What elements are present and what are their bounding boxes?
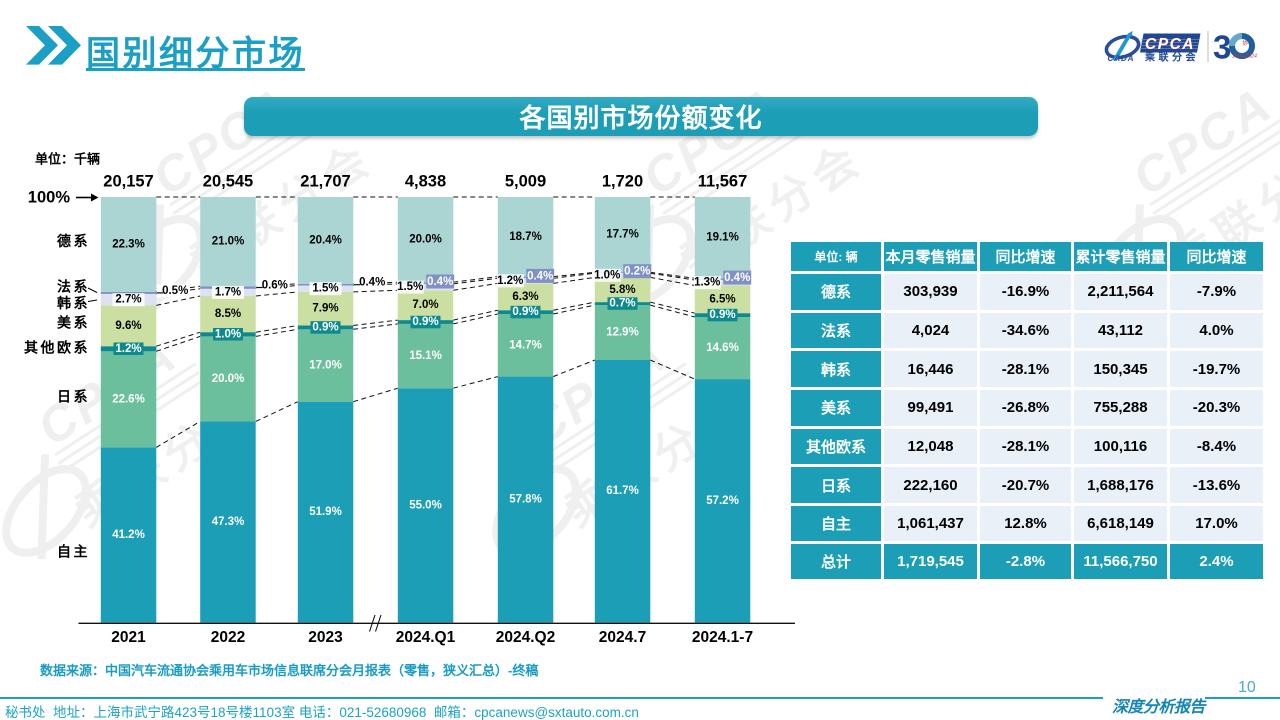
svg-text:20,157: 20,157 xyxy=(103,173,153,191)
svg-text:8.5%: 8.5% xyxy=(215,308,241,320)
svg-text:法系: 法系 xyxy=(57,279,90,295)
svg-text:2021: 2021 xyxy=(111,629,146,646)
svg-text:20,545: 20,545 xyxy=(203,173,253,191)
svg-text:6.5%: 6.5% xyxy=(709,293,735,305)
svg-text:日系: 日系 xyxy=(57,389,90,405)
svg-text:14.7%: 14.7% xyxy=(509,339,542,351)
svg-text:1994-2024: 1994-2024 xyxy=(1232,54,1257,60)
svg-text:0.9%: 0.9% xyxy=(512,306,538,318)
svg-text:协: 协 xyxy=(1242,39,1248,47)
svg-text:1.5%: 1.5% xyxy=(312,283,338,295)
svg-text:1.2%: 1.2% xyxy=(497,275,523,287)
svg-text:21.0%: 21.0% xyxy=(212,236,245,248)
svg-text:0.5%: 0.5% xyxy=(162,285,188,297)
svg-text:14.6%: 14.6% xyxy=(706,342,739,354)
svg-text:9.6%: 9.6% xyxy=(115,320,141,332)
svg-text:19.1%: 19.1% xyxy=(706,232,739,244)
svg-text:0.9%: 0.9% xyxy=(709,309,735,321)
svg-text:5.8%: 5.8% xyxy=(609,284,635,296)
svg-text:2024.Q2: 2024.Q2 xyxy=(496,629,555,646)
svg-text:21,707: 21,707 xyxy=(300,173,350,191)
svg-text:1.7%: 1.7% xyxy=(215,286,241,298)
svg-text:7.9%: 7.9% xyxy=(312,303,338,315)
svg-text:41.2%: 41.2% xyxy=(112,529,145,541)
svg-text:20.0%: 20.0% xyxy=(212,373,245,385)
svg-text:1,720: 1,720 xyxy=(602,173,643,191)
svg-text:6.3%: 6.3% xyxy=(512,291,538,303)
svg-text:2022: 2022 xyxy=(211,629,245,646)
svg-text:2024.1-7: 2024.1-7 xyxy=(692,629,753,646)
svg-text:0.4%: 0.4% xyxy=(427,276,453,288)
svg-text:55.0%: 55.0% xyxy=(409,499,442,511)
svg-text:47.3%: 47.3% xyxy=(212,516,245,528)
svg-text:51.9%: 51.9% xyxy=(309,506,342,518)
svg-text:乘联分会: 乘联分会 xyxy=(1144,51,1199,64)
svg-text:18.7%: 18.7% xyxy=(509,231,542,243)
svg-text:15.1%: 15.1% xyxy=(409,350,442,362)
svg-text:22.6%: 22.6% xyxy=(112,393,145,405)
svg-text:1.5%: 1.5% xyxy=(397,281,423,293)
svg-text:0.7%: 0.7% xyxy=(609,298,635,310)
svg-text:20.0%: 20.0% xyxy=(409,234,442,246)
svg-text:CPCA: CPCA xyxy=(1145,36,1195,53)
svg-text:韩系: 韩系 xyxy=(57,295,90,311)
svg-text:5,009: 5,009 xyxy=(505,173,546,191)
svg-text:20.4%: 20.4% xyxy=(309,234,342,246)
svg-text:4,838: 4,838 xyxy=(405,173,446,191)
svg-text:57.2%: 57.2% xyxy=(706,495,739,507)
svg-text:CADA: CADA xyxy=(1107,54,1134,63)
svg-text:1.2%: 1.2% xyxy=(115,343,141,355)
svg-text:美系: 美系 xyxy=(57,315,90,331)
svg-text:其他欧系: 其他欧系 xyxy=(24,340,90,356)
svg-text:德系: 德系 xyxy=(57,233,90,249)
svg-text:单位：千辆: 单位：千辆 xyxy=(35,152,100,167)
svg-text:17.0%: 17.0% xyxy=(309,360,342,372)
svg-text:1.0%: 1.0% xyxy=(215,328,241,340)
svg-text:11,567: 11,567 xyxy=(698,173,748,191)
svg-text:0.6%: 0.6% xyxy=(262,280,288,292)
svg-text:0.4%: 0.4% xyxy=(527,270,553,282)
svg-text:17.7%: 17.7% xyxy=(606,229,639,241)
svg-text:自主: 自主 xyxy=(57,544,90,560)
svg-text:2024.Q1: 2024.Q1 xyxy=(396,629,456,646)
svg-text:2023: 2023 xyxy=(308,629,343,646)
svg-text:0.2%: 0.2% xyxy=(624,266,650,278)
svg-text:22.3%: 22.3% xyxy=(112,238,145,250)
svg-text:7.0%: 7.0% xyxy=(412,299,438,311)
svg-text:0.4%: 0.4% xyxy=(724,272,750,284)
svg-text:0.9%: 0.9% xyxy=(312,321,338,333)
svg-text:1.3%: 1.3% xyxy=(694,277,720,289)
svg-text:57.8%: 57.8% xyxy=(509,494,542,506)
svg-text:61.7%: 61.7% xyxy=(606,485,639,497)
svg-text:0.4%: 0.4% xyxy=(359,277,385,289)
svg-text:0.9%: 0.9% xyxy=(412,316,438,328)
svg-text:1.0%: 1.0% xyxy=(594,269,620,281)
svg-text:3: 3 xyxy=(1213,29,1231,66)
svg-text:2.7%: 2.7% xyxy=(115,294,141,306)
svg-text:12.9%: 12.9% xyxy=(606,327,639,339)
svg-text:2024.7: 2024.7 xyxy=(599,629,646,646)
svg-text:100%: 100% xyxy=(28,189,71,207)
